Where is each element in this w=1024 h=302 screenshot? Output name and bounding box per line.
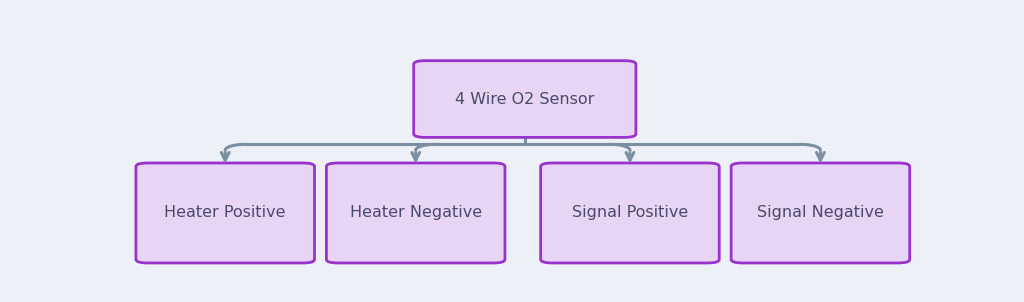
FancyBboxPatch shape	[414, 61, 636, 137]
FancyBboxPatch shape	[136, 163, 314, 263]
Text: Signal Negative: Signal Negative	[757, 205, 884, 220]
FancyBboxPatch shape	[541, 163, 719, 263]
Text: Heater Negative: Heater Negative	[349, 205, 481, 220]
Text: Heater Positive: Heater Positive	[165, 205, 286, 220]
Text: 4 Wire O2 Sensor: 4 Wire O2 Sensor	[455, 92, 595, 107]
Text: Signal Positive: Signal Positive	[571, 205, 688, 220]
FancyBboxPatch shape	[327, 163, 505, 263]
FancyBboxPatch shape	[731, 163, 909, 263]
